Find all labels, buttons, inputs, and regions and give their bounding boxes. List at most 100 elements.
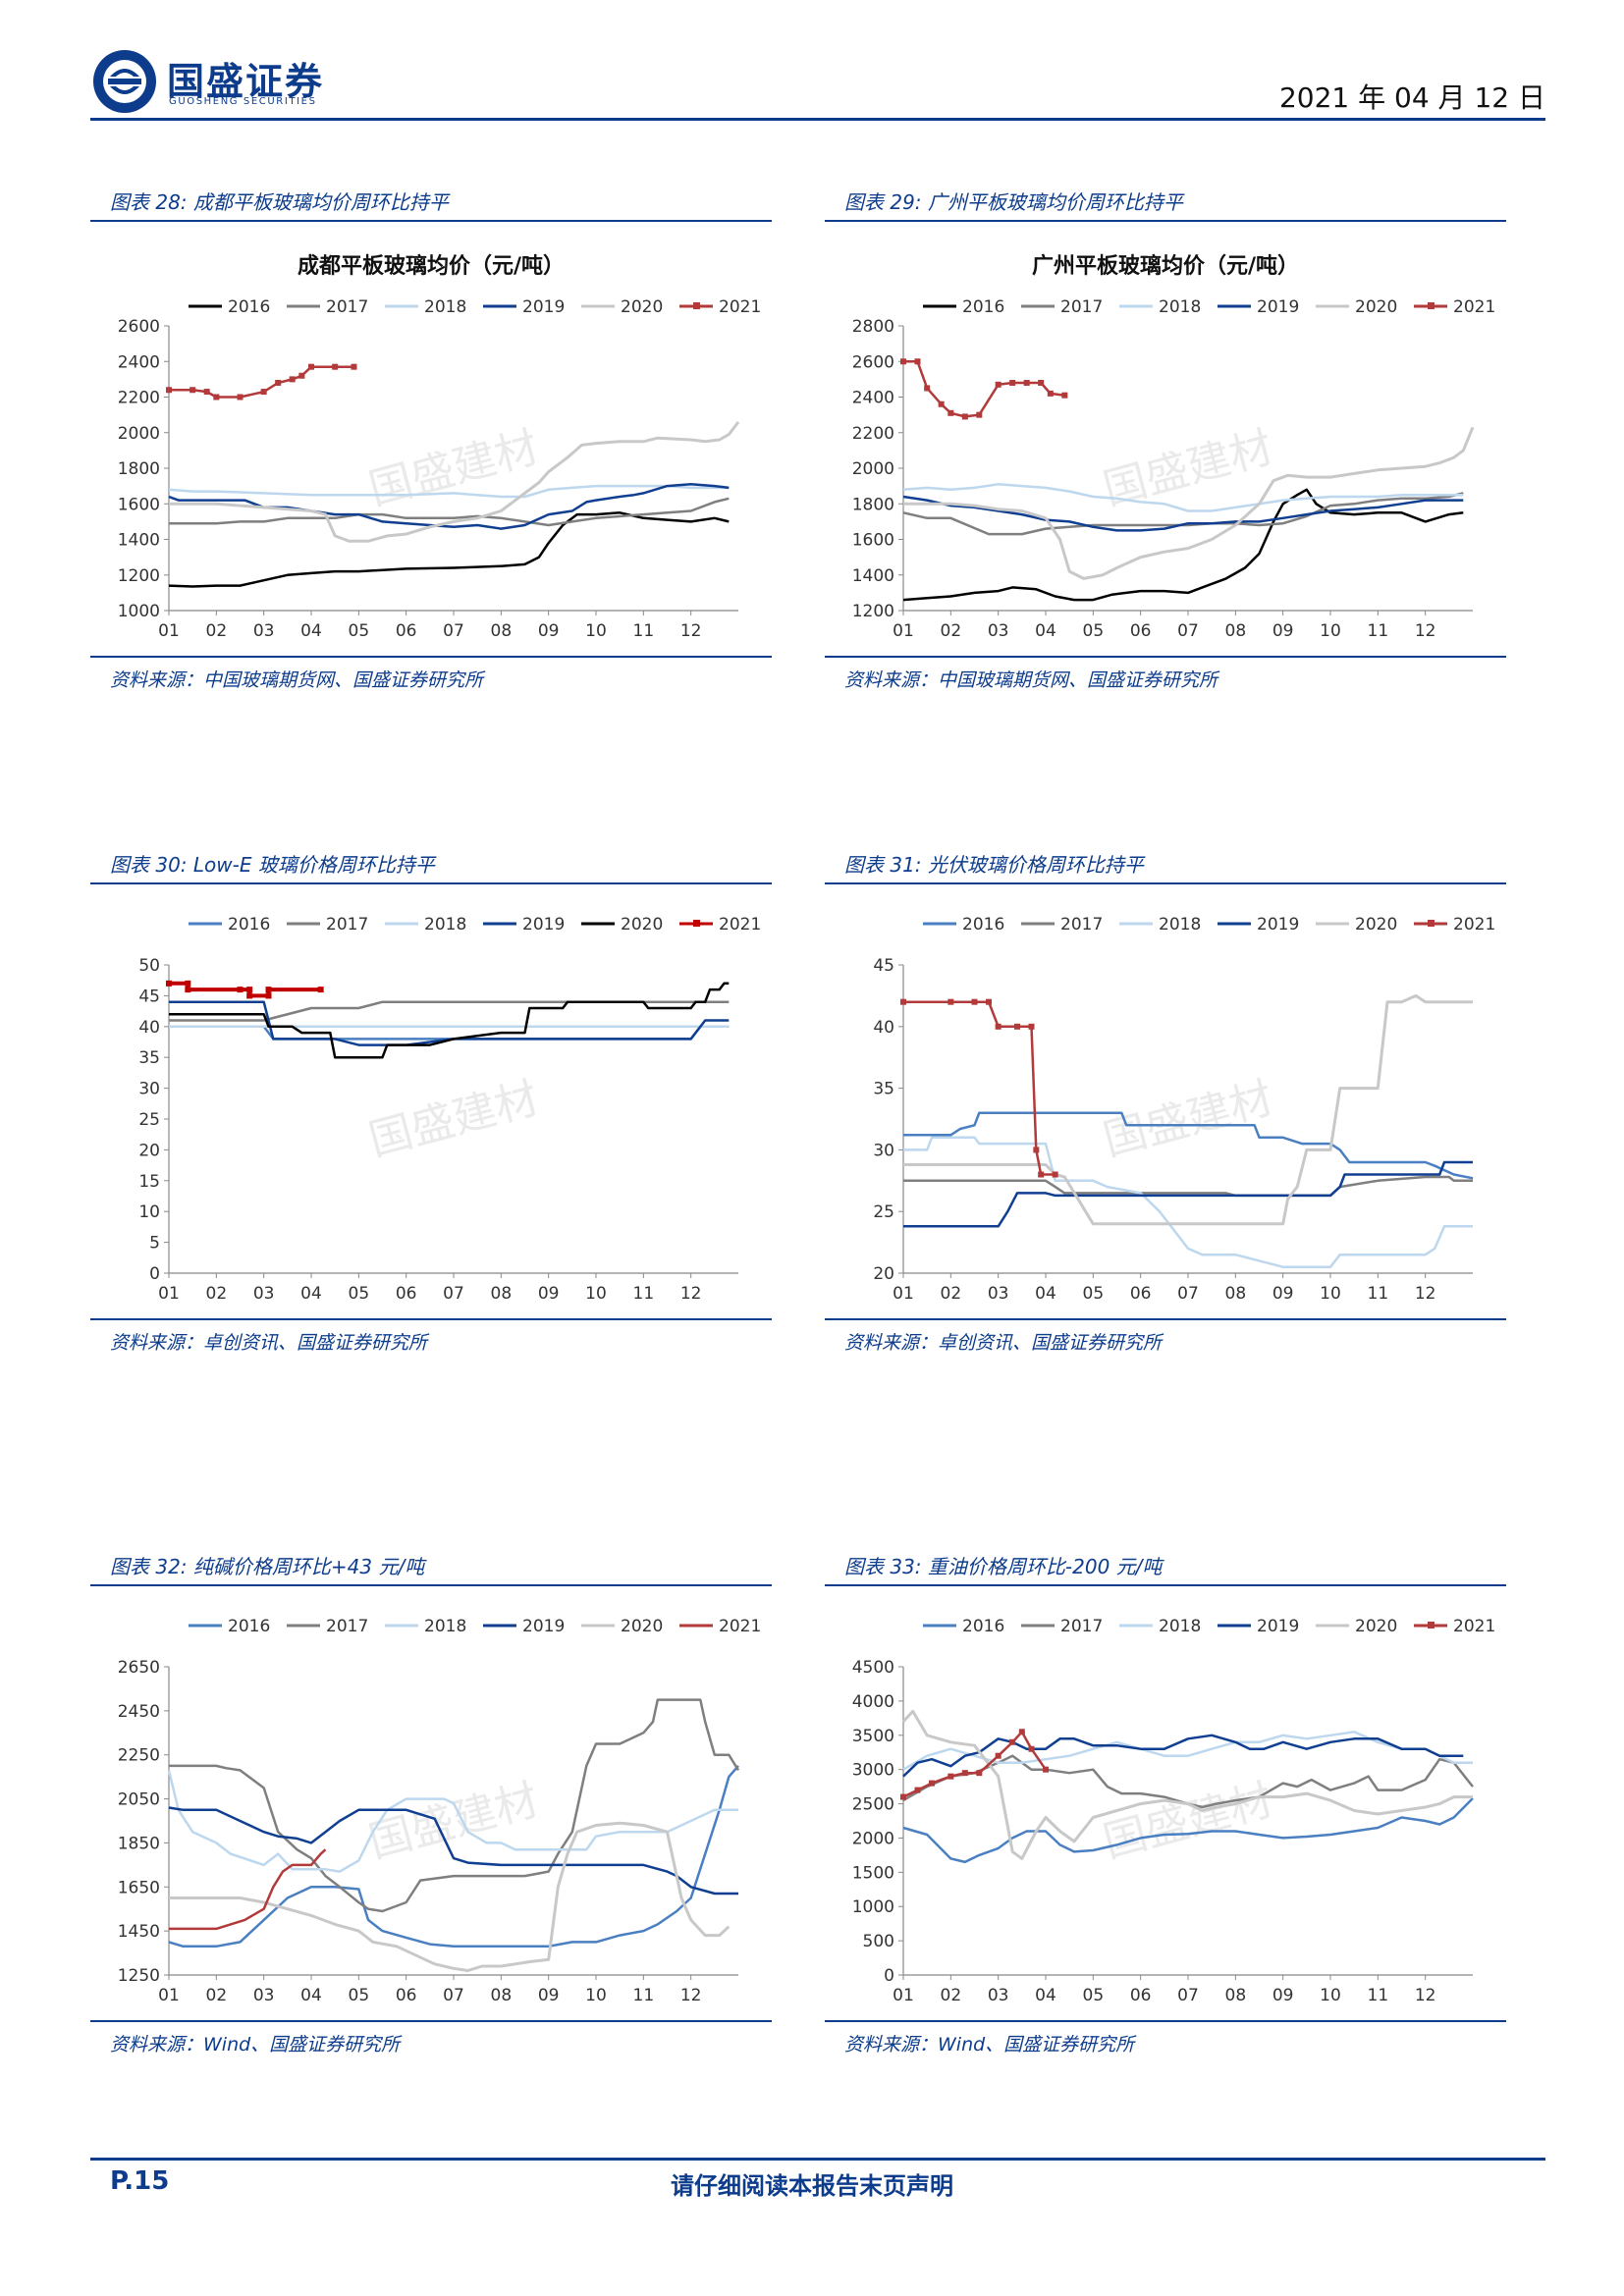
x-tick-label: 04 <box>300 1986 322 2005</box>
data-point <box>1028 1023 1035 1030</box>
legend-marker <box>1428 1622 1435 1629</box>
x-tick-label: 03 <box>988 621 1009 641</box>
y-tick-label: 2000 <box>118 424 160 444</box>
x-tick-label: 03 <box>988 1986 1009 2005</box>
legend-label: 2020 <box>621 297 663 317</box>
chart-panel-30: 图表 30: Low-E 玻璃价格周环比持平 国盛建材 2016 2017 2018 20… <box>90 849 772 1373</box>
y-tick-label: 2250 <box>118 1746 160 1766</box>
watermark-text: 国盛建材 <box>1099 1775 1278 1868</box>
x-tick-label: 03 <box>988 1284 1009 1304</box>
x-tick-label: 05 <box>349 1284 370 1304</box>
legend-label: 2017 <box>326 1617 368 1636</box>
legend-label: 2017 <box>1060 915 1103 934</box>
x-tick-label: 05 <box>1083 621 1105 641</box>
y-tick-label: 40 <box>138 1018 160 1038</box>
series-line-2018 <box>902 483 1464 512</box>
caption-divider <box>90 882 772 884</box>
x-tick-label: 10 <box>1320 1986 1341 2005</box>
series-line-2017 <box>169 497 730 527</box>
data-point <box>166 387 172 394</box>
y-tick-label: 45 <box>138 987 160 1006</box>
data-point <box>914 1787 921 1793</box>
chart-panel-33: 图表 33: 重油价格周环比-200 元/吨 国盛建材 2016 2017 2018 20… <box>825 1551 1506 2075</box>
legend-label: 2021 <box>719 915 761 934</box>
legend-label: 2018 <box>1159 297 1201 317</box>
series-line-2020 <box>169 1821 731 1972</box>
legend-label: 2020 <box>1355 297 1397 317</box>
x-tick-label: 10 <box>1320 1284 1341 1304</box>
footer-divider <box>90 2158 1545 2161</box>
series-line-2016 <box>169 1025 730 1041</box>
figure-caption: 图表 30: Low-E 玻璃价格周环比持平 <box>110 853 435 877</box>
data-point <box>189 387 196 394</box>
y-tick-label: 45 <box>873 956 894 976</box>
legend-label: 2020 <box>621 1617 663 1636</box>
legend-label: 2021 <box>719 1617 761 1636</box>
source-note: 资料来源：中国玻璃期货网、国盛证券研究所 <box>110 669 484 691</box>
x-tick-label: 06 <box>1130 1284 1152 1304</box>
legend-marker <box>1428 920 1435 927</box>
data-point <box>976 1770 983 1777</box>
x-tick-label: 03 <box>253 1986 275 2005</box>
y-tick-label: 1800 <box>852 495 894 514</box>
series-line-2018 <box>903 1136 1473 1268</box>
data-point <box>237 394 244 400</box>
y-tick-label: 1650 <box>118 1878 160 1897</box>
series-line-2019 <box>168 1806 738 1896</box>
y-tick-label: 1400 <box>118 531 160 551</box>
x-tick-label: 01 <box>893 621 914 641</box>
y-tick-label: 1400 <box>852 566 894 586</box>
data-point <box>1047 390 1054 397</box>
x-tick-label: 04 <box>300 621 322 641</box>
data-point <box>976 411 983 418</box>
line-chart: 国盛建材 2016 2017 2018 2019 2020 2021 0 500 1000 1500… <box>852 1617 1496 2005</box>
footer-disclaimer: 请仔细阅读本报告末页声明 <box>671 2172 953 2200</box>
x-tick-label: 08 <box>491 621 513 641</box>
y-tick-label: 5 <box>149 1234 160 1254</box>
source-divider <box>90 656 772 658</box>
series-line-2016 <box>168 511 730 588</box>
data-point <box>298 372 305 379</box>
x-tick-label: 04 <box>300 1284 322 1304</box>
y-tick-label: 1850 <box>118 1834 160 1853</box>
series-line-2016 <box>168 1765 739 1949</box>
header-divider <box>90 118 1545 121</box>
data-point <box>1009 380 1016 386</box>
data-point <box>1009 1738 1016 1745</box>
x-tick-label: 01 <box>158 621 180 641</box>
x-tick-label: 07 <box>443 1986 464 2005</box>
y-tick-label: 1500 <box>852 1863 894 1883</box>
data-point <box>317 987 324 993</box>
y-tick-label: 1000 <box>118 602 160 621</box>
x-tick-label: 07 <box>1177 1284 1199 1304</box>
x-tick-label: 11 <box>633 621 655 641</box>
y-tick-label: 1250 <box>118 1966 160 1986</box>
y-tick-label: 25 <box>138 1110 160 1130</box>
data-point <box>213 394 220 400</box>
y-tick-label: 1600 <box>118 495 160 514</box>
figure-caption: 图表 28: 成都平板玻璃均价周环比持平 <box>110 190 449 214</box>
legend-label: 2021 <box>1453 915 1495 934</box>
watermark-text: 国盛建材 <box>364 1073 544 1166</box>
y-tick-label: 3500 <box>852 1727 894 1746</box>
data-point <box>260 389 267 396</box>
source-divider <box>825 656 1506 658</box>
data-point <box>995 1023 1001 1030</box>
y-tick-label: 1000 <box>852 1897 894 1917</box>
y-tick-label: 1200 <box>852 602 894 621</box>
legend-label: 2016 <box>962 915 1004 934</box>
data-point <box>332 363 339 370</box>
x-tick-label: 06 <box>1130 1986 1152 2005</box>
y-tick-label: 1800 <box>118 459 160 479</box>
data-point <box>947 1773 954 1780</box>
data-point <box>900 998 906 1005</box>
data-point <box>185 980 191 987</box>
data-point <box>275 380 282 386</box>
x-tick-label: 12 <box>1415 1986 1436 2005</box>
legend-label: 2017 <box>326 297 368 317</box>
x-tick-label: 11 <box>1368 1986 1389 2005</box>
legend-label: 2019 <box>522 297 565 317</box>
y-tick-label: 2600 <box>118 317 160 337</box>
y-tick-label: 1200 <box>118 566 160 586</box>
data-point <box>947 409 954 416</box>
